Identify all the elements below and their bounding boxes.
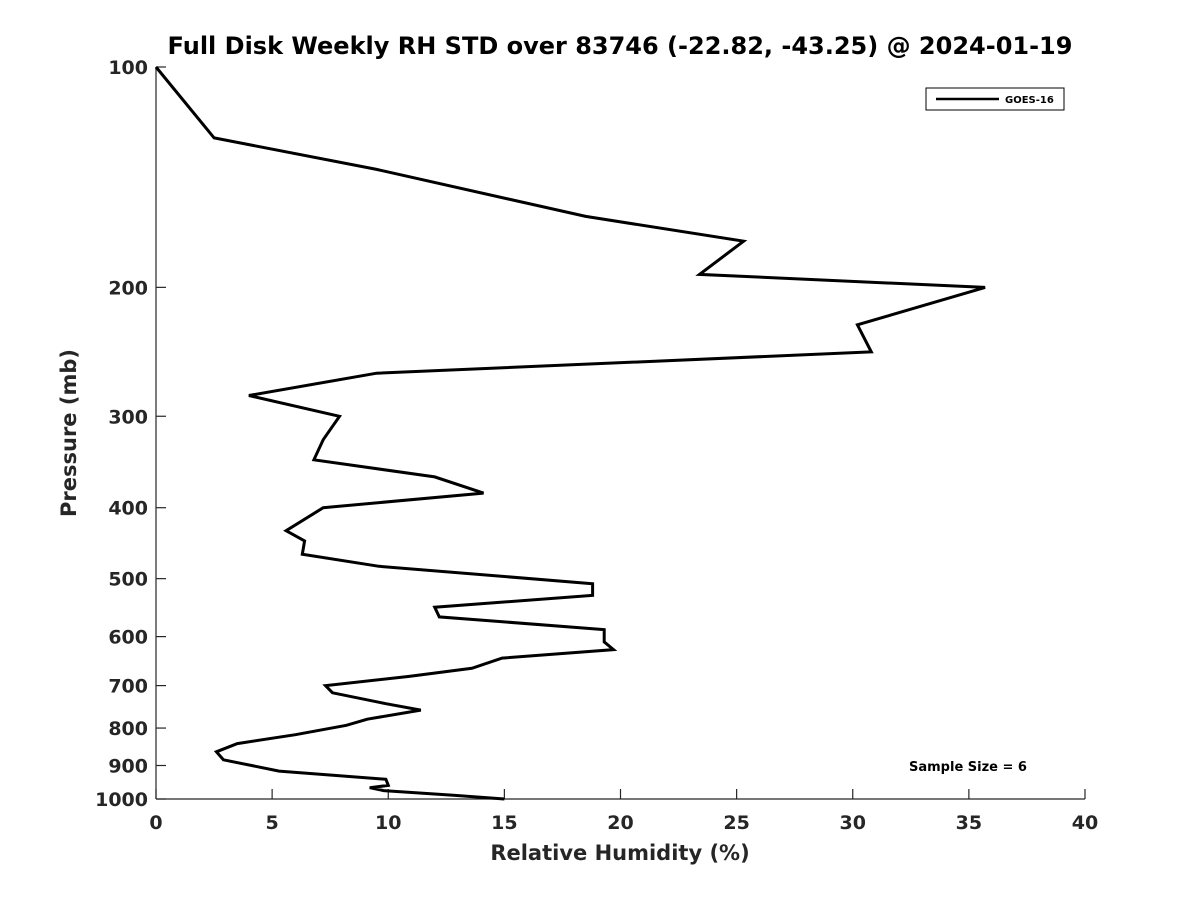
y-tick-label: 200 — [108, 277, 148, 299]
series-line-goes-16 — [154, 66, 986, 801]
y-tick-label: 800 — [108, 718, 148, 740]
chart-title: Full Disk Weekly RH STD over 83746 (-22.… — [168, 32, 1073, 60]
x-tick-label: 15 — [491, 812, 517, 834]
legend-label-goes-16: GOES-16 — [1005, 95, 1054, 106]
y-axis-label: Pressure (mb) — [57, 349, 81, 517]
y-tick-label: 500 — [108, 569, 148, 591]
x-axis-label: Relative Humidity (%) — [490, 841, 749, 865]
y-tick-label: 1000 — [95, 789, 148, 811]
x-tick-label: 10 — [375, 812, 401, 834]
y-tick-label: 100 — [108, 57, 148, 79]
x-tick-label: 30 — [840, 812, 866, 834]
ticks: 0 5 10 15 20 25 30 35 40 100 200 300 400 500 600 700 800… — [95, 57, 1098, 834]
y-tick-label: 700 — [108, 676, 148, 698]
x-tick-label: 0 — [149, 812, 162, 834]
x-tick-label: 25 — [723, 812, 749, 834]
y-tick-label: 900 — [108, 756, 148, 778]
y-tick-label: 400 — [108, 498, 148, 520]
x-tick-label: 40 — [1072, 812, 1098, 834]
plot-area — [156, 67, 1085, 799]
y-tick-label: 600 — [108, 627, 148, 649]
y-tick-label: 300 — [108, 406, 148, 428]
x-tick-label: 35 — [956, 812, 982, 834]
series — [154, 66, 986, 801]
x-tick-label: 5 — [266, 812, 279, 834]
legend: GOES-16 — [925, 87, 1065, 111]
x-tick-label: 20 — [607, 812, 633, 834]
sample-size-annotation: Sample Size = 6 — [909, 760, 1027, 775]
